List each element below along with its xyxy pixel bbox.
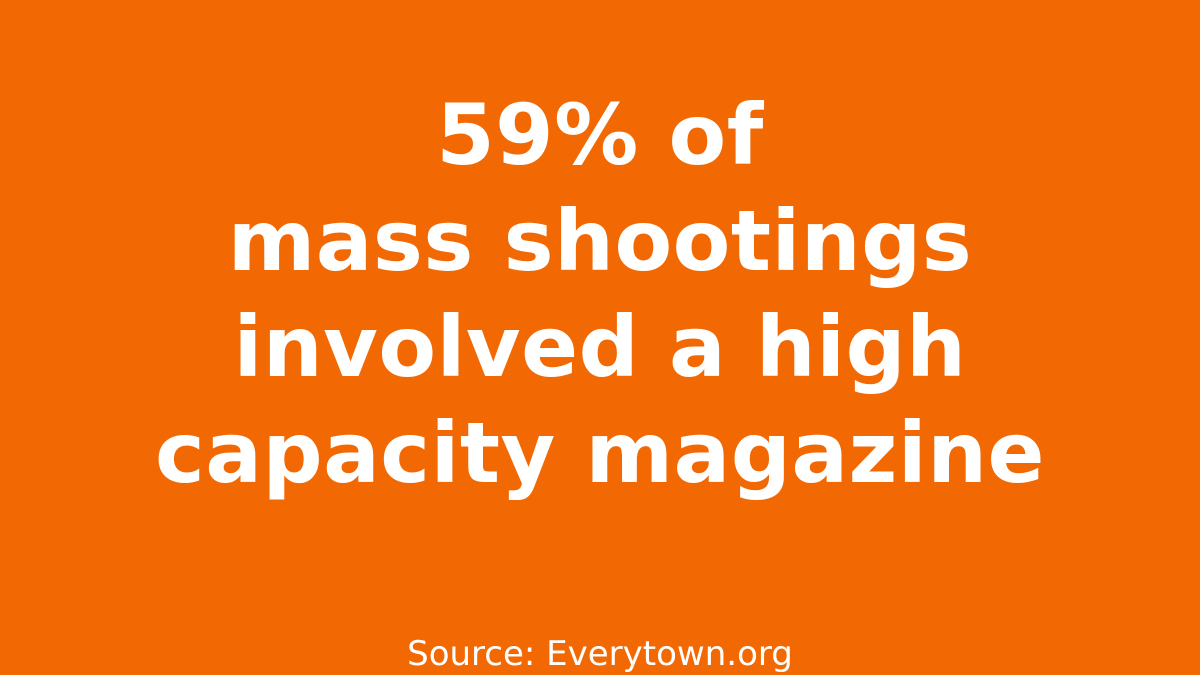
source-credit: Source: Everytown.org [407,634,793,674]
headline-line-3: involved a high [233,298,967,396]
headline-line-4: capacity magazine [154,404,1045,502]
headline-line-2: mass shootings [227,192,973,290]
headline-line-1: 59% of [436,86,764,184]
headline: 59% of mass shootings involved a high ca… [0,82,1200,506]
